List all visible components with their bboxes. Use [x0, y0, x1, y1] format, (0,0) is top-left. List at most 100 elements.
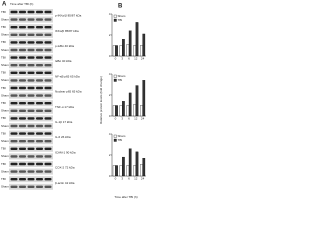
- band: [27, 124, 35, 128]
- band: [27, 71, 35, 74]
- band: [10, 10, 18, 14]
- band: [44, 10, 52, 14]
- band: [27, 48, 35, 52]
- bar: [135, 85, 139, 117]
- y-tick-label: 0: [109, 114, 111, 118]
- band: [10, 117, 18, 120]
- y-tick-label: 0: [109, 54, 111, 58]
- band: [10, 33, 18, 36]
- band: [44, 48, 52, 52]
- legend-label: Sham: [118, 14, 126, 18]
- x-tick-label: 12: [134, 56, 138, 60]
- panel-label: A: [2, 2, 7, 8]
- band: [27, 178, 35, 181]
- condition-label: Sham: [1, 78, 9, 82]
- band: [19, 64, 26, 67]
- condition-label: TBI: [1, 131, 6, 135]
- bar: [135, 22, 139, 57]
- x-tick-label: 12: [134, 176, 138, 180]
- protein-label: p-IκBα 40 kDa: [55, 44, 74, 48]
- band: [19, 71, 26, 74]
- band: [19, 94, 26, 97]
- band: [27, 94, 35, 97]
- condition-label: TBI: [1, 177, 6, 181]
- band: [19, 41, 26, 44]
- band: [27, 140, 35, 143]
- x-tick-label: 3: [121, 56, 123, 60]
- x-tick-label: 24: [141, 116, 145, 120]
- x-tick-label: 6: [128, 56, 130, 60]
- x-axis-label: Time after TBI (h): [114, 195, 137, 199]
- band: [19, 48, 26, 52]
- figure: A Time after TBI (h) B Relative protein …: [1, 2, 146, 199]
- condition-label: TBI: [1, 147, 6, 151]
- band: [44, 162, 52, 166]
- band: [36, 124, 43, 128]
- bar: [133, 165, 136, 177]
- y-tick-label: 4: [109, 132, 111, 136]
- band: [10, 147, 18, 150]
- protein-label: IKKα/β 85/87 kDa: [55, 29, 79, 33]
- condition-label: TBI: [1, 10, 6, 14]
- protein-label: Nuclear p65 65 kDa: [55, 90, 82, 94]
- band: [10, 41, 18, 44]
- y-tick-label: 2: [109, 33, 111, 37]
- x-tick-label: 0: [115, 116, 117, 120]
- protein-label: p-IKKα/β 85/87 kDa: [55, 14, 82, 18]
- band: [27, 56, 35, 59]
- band: [27, 26, 35, 29]
- band: [19, 170, 26, 173]
- protein-label: NF-κB p65 65 kDa: [55, 74, 80, 78]
- condition-label: Sham: [1, 33, 9, 37]
- condition-label: Sham: [1, 17, 9, 21]
- band: [44, 33, 52, 36]
- condition-label: TBI: [1, 86, 6, 90]
- band: [44, 124, 52, 128]
- condition-label: Sham: [1, 48, 9, 52]
- condition-label: Sham: [1, 185, 9, 189]
- y-tick-label: 4: [109, 72, 111, 76]
- protein-label: IκBα 40 kDa: [55, 59, 72, 63]
- band: [10, 170, 18, 173]
- band: [27, 64, 35, 67]
- band: [19, 162, 26, 166]
- band: [10, 56, 18, 59]
- bar: [128, 30, 132, 57]
- band: [27, 147, 35, 150]
- bar: [126, 165, 130, 177]
- panel-header: Time after TBI (h): [10, 2, 33, 6]
- band: [44, 147, 52, 150]
- x-tick-label: 3: [121, 116, 123, 120]
- band: [27, 102, 35, 105]
- band: [44, 178, 52, 181]
- band: [44, 140, 52, 143]
- band: [19, 140, 26, 143]
- x-tick-label: 24: [141, 176, 145, 180]
- bar: [119, 45, 123, 57]
- band: [10, 124, 18, 128]
- condition-label: TBI: [1, 25, 6, 29]
- band: [27, 155, 35, 158]
- band: [19, 178, 26, 181]
- y-tick-label: 2: [109, 153, 111, 157]
- y-tick-label: 0: [109, 174, 111, 178]
- bar: [140, 164, 143, 177]
- bar: [128, 148, 132, 177]
- band: [27, 41, 35, 44]
- bar: [133, 45, 136, 57]
- band: [10, 26, 18, 29]
- legend-label: Sham: [118, 134, 126, 138]
- band: [36, 109, 43, 112]
- bar: [122, 39, 125, 57]
- protein-label: ICAM-1 90 kDa: [55, 150, 76, 154]
- band: [19, 18, 26, 21]
- bar: [126, 105, 130, 117]
- band: [44, 109, 52, 112]
- bar: [126, 44, 130, 57]
- band: [10, 102, 18, 105]
- bar: [128, 92, 132, 117]
- band: [10, 64, 18, 67]
- band: [44, 185, 52, 188]
- band: [10, 140, 18, 143]
- condition-label: TBI: [1, 55, 6, 59]
